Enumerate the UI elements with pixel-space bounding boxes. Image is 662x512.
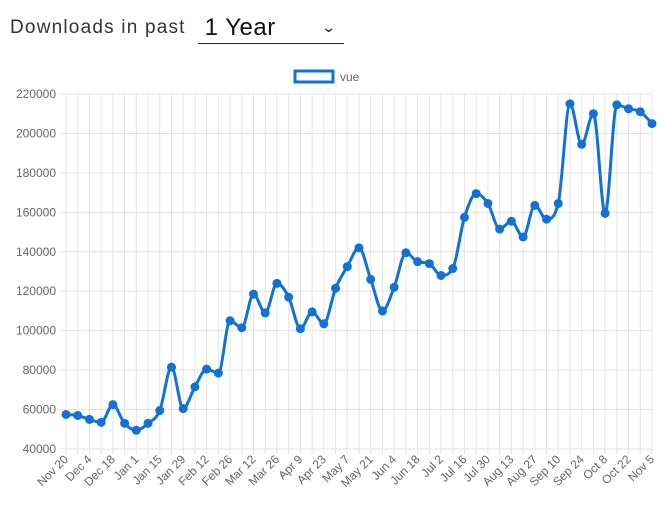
data-point[interactable] (284, 292, 294, 302)
data-point[interactable] (553, 198, 563, 208)
data-point[interactable] (249, 289, 259, 299)
downloads-header: Downloads in past 1 Year ⌄ (10, 8, 344, 48)
data-point[interactable] (61, 409, 71, 419)
data-point[interactable] (295, 324, 305, 334)
data-point[interactable] (131, 425, 141, 435)
data-point[interactable] (260, 308, 270, 318)
data-point[interactable] (542, 214, 552, 224)
data-point[interactable] (319, 319, 329, 329)
chart-legend[interactable]: vue (293, 69, 360, 84)
y-tick-label: 180000 (16, 166, 56, 180)
y-axis: 40000 60000 80000 100000 120000 140000 160000 1… (16, 87, 56, 456)
data-point[interactable] (459, 212, 469, 222)
data-point[interactable] (342, 262, 352, 272)
data-point[interactable] (483, 198, 493, 208)
data-point[interactable] (331, 283, 341, 293)
data-point[interactable] (436, 270, 446, 280)
data-point[interactable] (401, 248, 411, 258)
data-point[interactable] (120, 418, 130, 428)
data-point[interactable] (96, 417, 106, 427)
data-point[interactable] (577, 139, 587, 149)
data-point[interactable] (518, 232, 528, 242)
y-tick-label: 80000 (23, 363, 57, 377)
data-point[interactable] (495, 224, 505, 234)
data-point[interactable] (166, 362, 176, 372)
series-vue (61, 99, 657, 435)
data-point[interactable] (565, 99, 575, 109)
data-point[interactable] (213, 368, 223, 378)
chevron-down-icon: ⌄ (320, 19, 337, 35)
y-tick-label: 220000 (16, 87, 56, 101)
y-tick-label: 140000 (16, 245, 56, 259)
data-point[interactable] (202, 364, 212, 374)
data-point[interactable] (73, 410, 83, 420)
y-tick-label: 40000 (23, 442, 57, 456)
data-point[interactable] (389, 282, 399, 292)
data-point[interactable] (377, 306, 387, 316)
data-point[interactable] (413, 257, 423, 267)
legend-swatch (293, 69, 335, 84)
data-point[interactable] (600, 208, 610, 218)
data-point[interactable] (448, 264, 458, 274)
data-point[interactable] (272, 278, 282, 288)
data-point[interactable] (471, 189, 481, 199)
data-point[interactable] (366, 274, 376, 284)
data-point[interactable] (143, 418, 153, 428)
y-tick-label: 200000 (16, 126, 56, 140)
data-point[interactable] (506, 216, 516, 226)
data-point[interactable] (108, 400, 118, 410)
y-tick-label: 100000 (16, 324, 56, 338)
data-point[interactable] (588, 109, 598, 119)
data-point[interactable] (354, 243, 364, 253)
data-point[interactable] (84, 414, 94, 424)
data-point[interactable] (635, 107, 645, 117)
legend-label: vue (340, 70, 360, 84)
data-point[interactable] (178, 404, 188, 414)
data-point[interactable] (424, 259, 434, 269)
period-select-value: 1 Year (204, 13, 276, 41)
data-point[interactable] (155, 406, 165, 416)
data-point[interactable] (612, 100, 622, 110)
period-select[interactable]: 1 Year ⌄ (197, 12, 344, 44)
data-point[interactable] (647, 119, 657, 129)
y-tick-label: 160000 (16, 205, 56, 219)
data-point[interactable] (530, 200, 540, 210)
data-point[interactable] (237, 323, 247, 333)
y-tick-label: 60000 (23, 403, 57, 417)
series-line (65, 102, 654, 432)
data-point[interactable] (307, 307, 317, 317)
data-point[interactable] (190, 382, 200, 392)
y-tick-label: 120000 (16, 284, 56, 298)
data-point[interactable] (624, 104, 634, 114)
chart-grid (60, 93, 653, 454)
data-point[interactable] (225, 316, 235, 326)
downloads-label: Downloads in past (10, 17, 186, 38)
x-tick-label: Nov 5 (625, 452, 657, 484)
